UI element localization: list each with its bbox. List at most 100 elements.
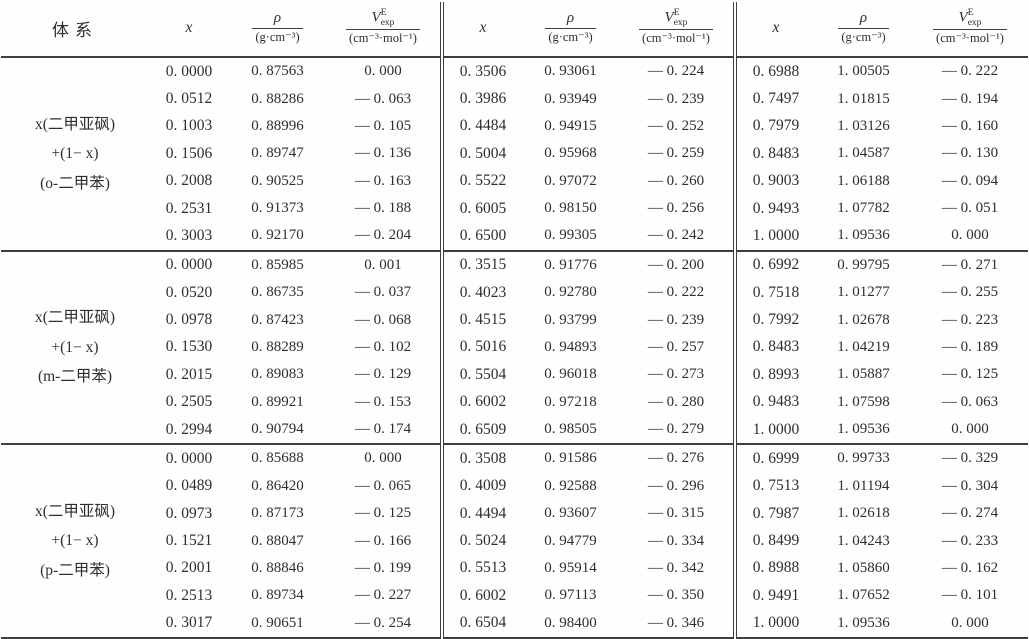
v-exp-value: — 0. 125 (354, 505, 412, 522)
x-value: 0. 7513 (733, 472, 815, 500)
table-row: 0. 0973 0. 87173 — 0. 125 0. 4494 0. 93607 — … (1, 500, 1028, 528)
x-value: 0. 2008 (165, 172, 213, 190)
rho-value: 1. 06188 (837, 172, 890, 189)
rho-value: 0. 88286 (251, 90, 304, 107)
rho-value: 0. 98400 (544, 614, 597, 631)
v-exp-units: (cm⁻³·mol⁻¹) (639, 29, 713, 45)
table-row: 0. 2994 0. 90794 — 0. 174 0. 6509 0. 98505 — … (1, 415, 1028, 445)
v-exp-value: — 0. 257 (647, 338, 705, 355)
rho-value: 1. 07652 (837, 587, 890, 604)
rho-fraction: ρ (g·cm⁻³) (838, 10, 889, 45)
rho-value: 0. 92170 (251, 227, 304, 244)
v-exp-value: — 0. 255 (941, 284, 999, 301)
v-exp-value: 0. 000 (364, 63, 402, 80)
v-exp-value: — 0. 160 (941, 117, 999, 134)
table-row: 0. 2008 0. 90525 — 0. 163 0. 5522 0. 97072 — … (1, 167, 1028, 195)
system-label-line: x(二甲亚砜) (34, 309, 116, 327)
v-exp-value: — 0. 224 (647, 63, 705, 80)
v-exp-value: — 0. 102 (354, 338, 412, 355)
rho-value: 1. 09536 (837, 227, 890, 244)
v-exp-value: — 0. 199 (354, 559, 412, 576)
x-value: 0. 9493 (733, 194, 815, 223)
rho-value: 0. 94893 (544, 338, 597, 355)
x-value: 0. 6002 (440, 582, 522, 610)
x-value: 0. 3515 (440, 249, 522, 279)
v-exp-value: — 0. 276 (619, 443, 735, 473)
rho-value: 0. 89747 (251, 145, 304, 162)
x-value: 0. 1506 (165, 144, 213, 162)
v-exp-value: — 0. 222 (941, 63, 999, 80)
rho-value: 1. 04219 (837, 338, 890, 355)
rho-value: 1. 01815 (837, 90, 890, 107)
rho-units: (g·cm⁻³) (545, 28, 596, 44)
table-body: x(二甲亚砜) +(1− x) (o-二甲苯) 0. 0000 0. 87563 0. 0… (1, 57, 1028, 638)
table-row: 0. 3017 0. 90651 — 0. 254 0. 6504 0. 98400 — … (1, 609, 1028, 638)
x-value: 0. 4484 (440, 112, 522, 141)
rho-value: 0. 91373 (251, 200, 304, 217)
v-exp-value: — 0. 259 (647, 145, 705, 162)
v-exp-value: — 0. 094 (941, 172, 999, 189)
rho-value: 0. 92588 (544, 477, 597, 494)
table-row: 0. 1003 0. 88996 — 0. 105 0. 4484 0. 94915 — … (1, 112, 1028, 141)
rho-symbol: ρ (273, 9, 282, 26)
x-value: 0. 8993 (733, 361, 815, 389)
system-label-line: x(二甲亚砜) (34, 115, 116, 133)
x-value: 0. 5513 (440, 554, 522, 583)
v-exp-value: — 0. 063 (941, 393, 999, 410)
rho-value: 0. 97218 (544, 393, 597, 410)
rho-value: 0. 99795 (815, 249, 912, 279)
x-value: 0. 5004 (440, 140, 522, 168)
x-value: 0. 3508 (440, 443, 522, 473)
rho-value: 0. 97113 (544, 587, 597, 604)
v-exp-value: — 0. 101 (941, 587, 999, 604)
v-exp-value: — 0. 271 (912, 249, 1028, 279)
v-exp-value: — 0. 166 (354, 532, 412, 549)
v-exp-value: — 0. 296 (647, 477, 705, 494)
v-exp-value: — 0. 227 (354, 587, 412, 604)
x-value: 0. 6992 (733, 249, 815, 279)
rho-value: 0. 99733 (815, 443, 912, 473)
v-exp-value: — 0. 125 (941, 366, 999, 383)
x-value: 0. 5522 (440, 167, 522, 195)
v-exp-units: (cm⁻³·mol⁻¹) (346, 29, 420, 45)
v-exp-value: — 0. 037 (354, 284, 412, 301)
v-exp-value: — 0. 239 (647, 90, 705, 107)
x-value: 0. 7992 (733, 306, 815, 334)
x-value: 0. 8499 (733, 527, 815, 555)
rho-value: 1. 02678 (837, 311, 890, 328)
rho-value: 0. 90794 (251, 421, 304, 438)
rho-value: 0. 88996 (251, 117, 304, 134)
v-exp-value: — 0. 254 (354, 614, 412, 631)
v-exp-value: 0. 000 (326, 443, 442, 473)
rho-fraction: ρ (g·cm⁻³) (252, 9, 303, 45)
rho-value: 1. 07782 (837, 200, 890, 217)
x-value: 0. 6999 (733, 443, 815, 473)
rho-value: 0. 87563 (251, 63, 304, 80)
v-exp-value: — 0. 200 (619, 249, 735, 279)
v-exp-value: — 0. 129 (354, 366, 412, 383)
v-exp-units: (cm⁻³·mol⁻¹) (933, 29, 1007, 45)
rho-value: 1. 05860 (837, 559, 890, 576)
v-exp-value: — 0. 256 (647, 200, 705, 217)
header-x-2: x (440, 2, 522, 58)
table-row: 0. 1506 0. 89747 — 0. 136 0. 5004 0. 95968 — … (1, 140, 1028, 168)
table-row: 0. 2505 0. 89921 — 0. 153 0. 6002 0. 97218 — … (1, 388, 1028, 416)
x-value: 0. 6005 (440, 194, 522, 223)
table-row: 0. 0978 0. 87423 — 0. 068 0. 4515 0. 93799 — … (1, 306, 1028, 334)
rho-value: 0. 86420 (251, 477, 304, 494)
v-exp-value: — 0. 153 (354, 393, 412, 410)
rho-value: 1. 02618 (837, 505, 890, 522)
x-value: 0. 9003 (733, 167, 815, 195)
system-label-line: x(二甲亚砜) (34, 502, 116, 520)
v-exp-value: — 0. 242 (647, 227, 705, 244)
rho-value: 0. 91776 (522, 249, 619, 279)
x-value: 0. 5024 (440, 527, 522, 555)
rho-value: 0. 87173 (251, 505, 304, 522)
x-value: 0. 0000 (165, 62, 213, 80)
